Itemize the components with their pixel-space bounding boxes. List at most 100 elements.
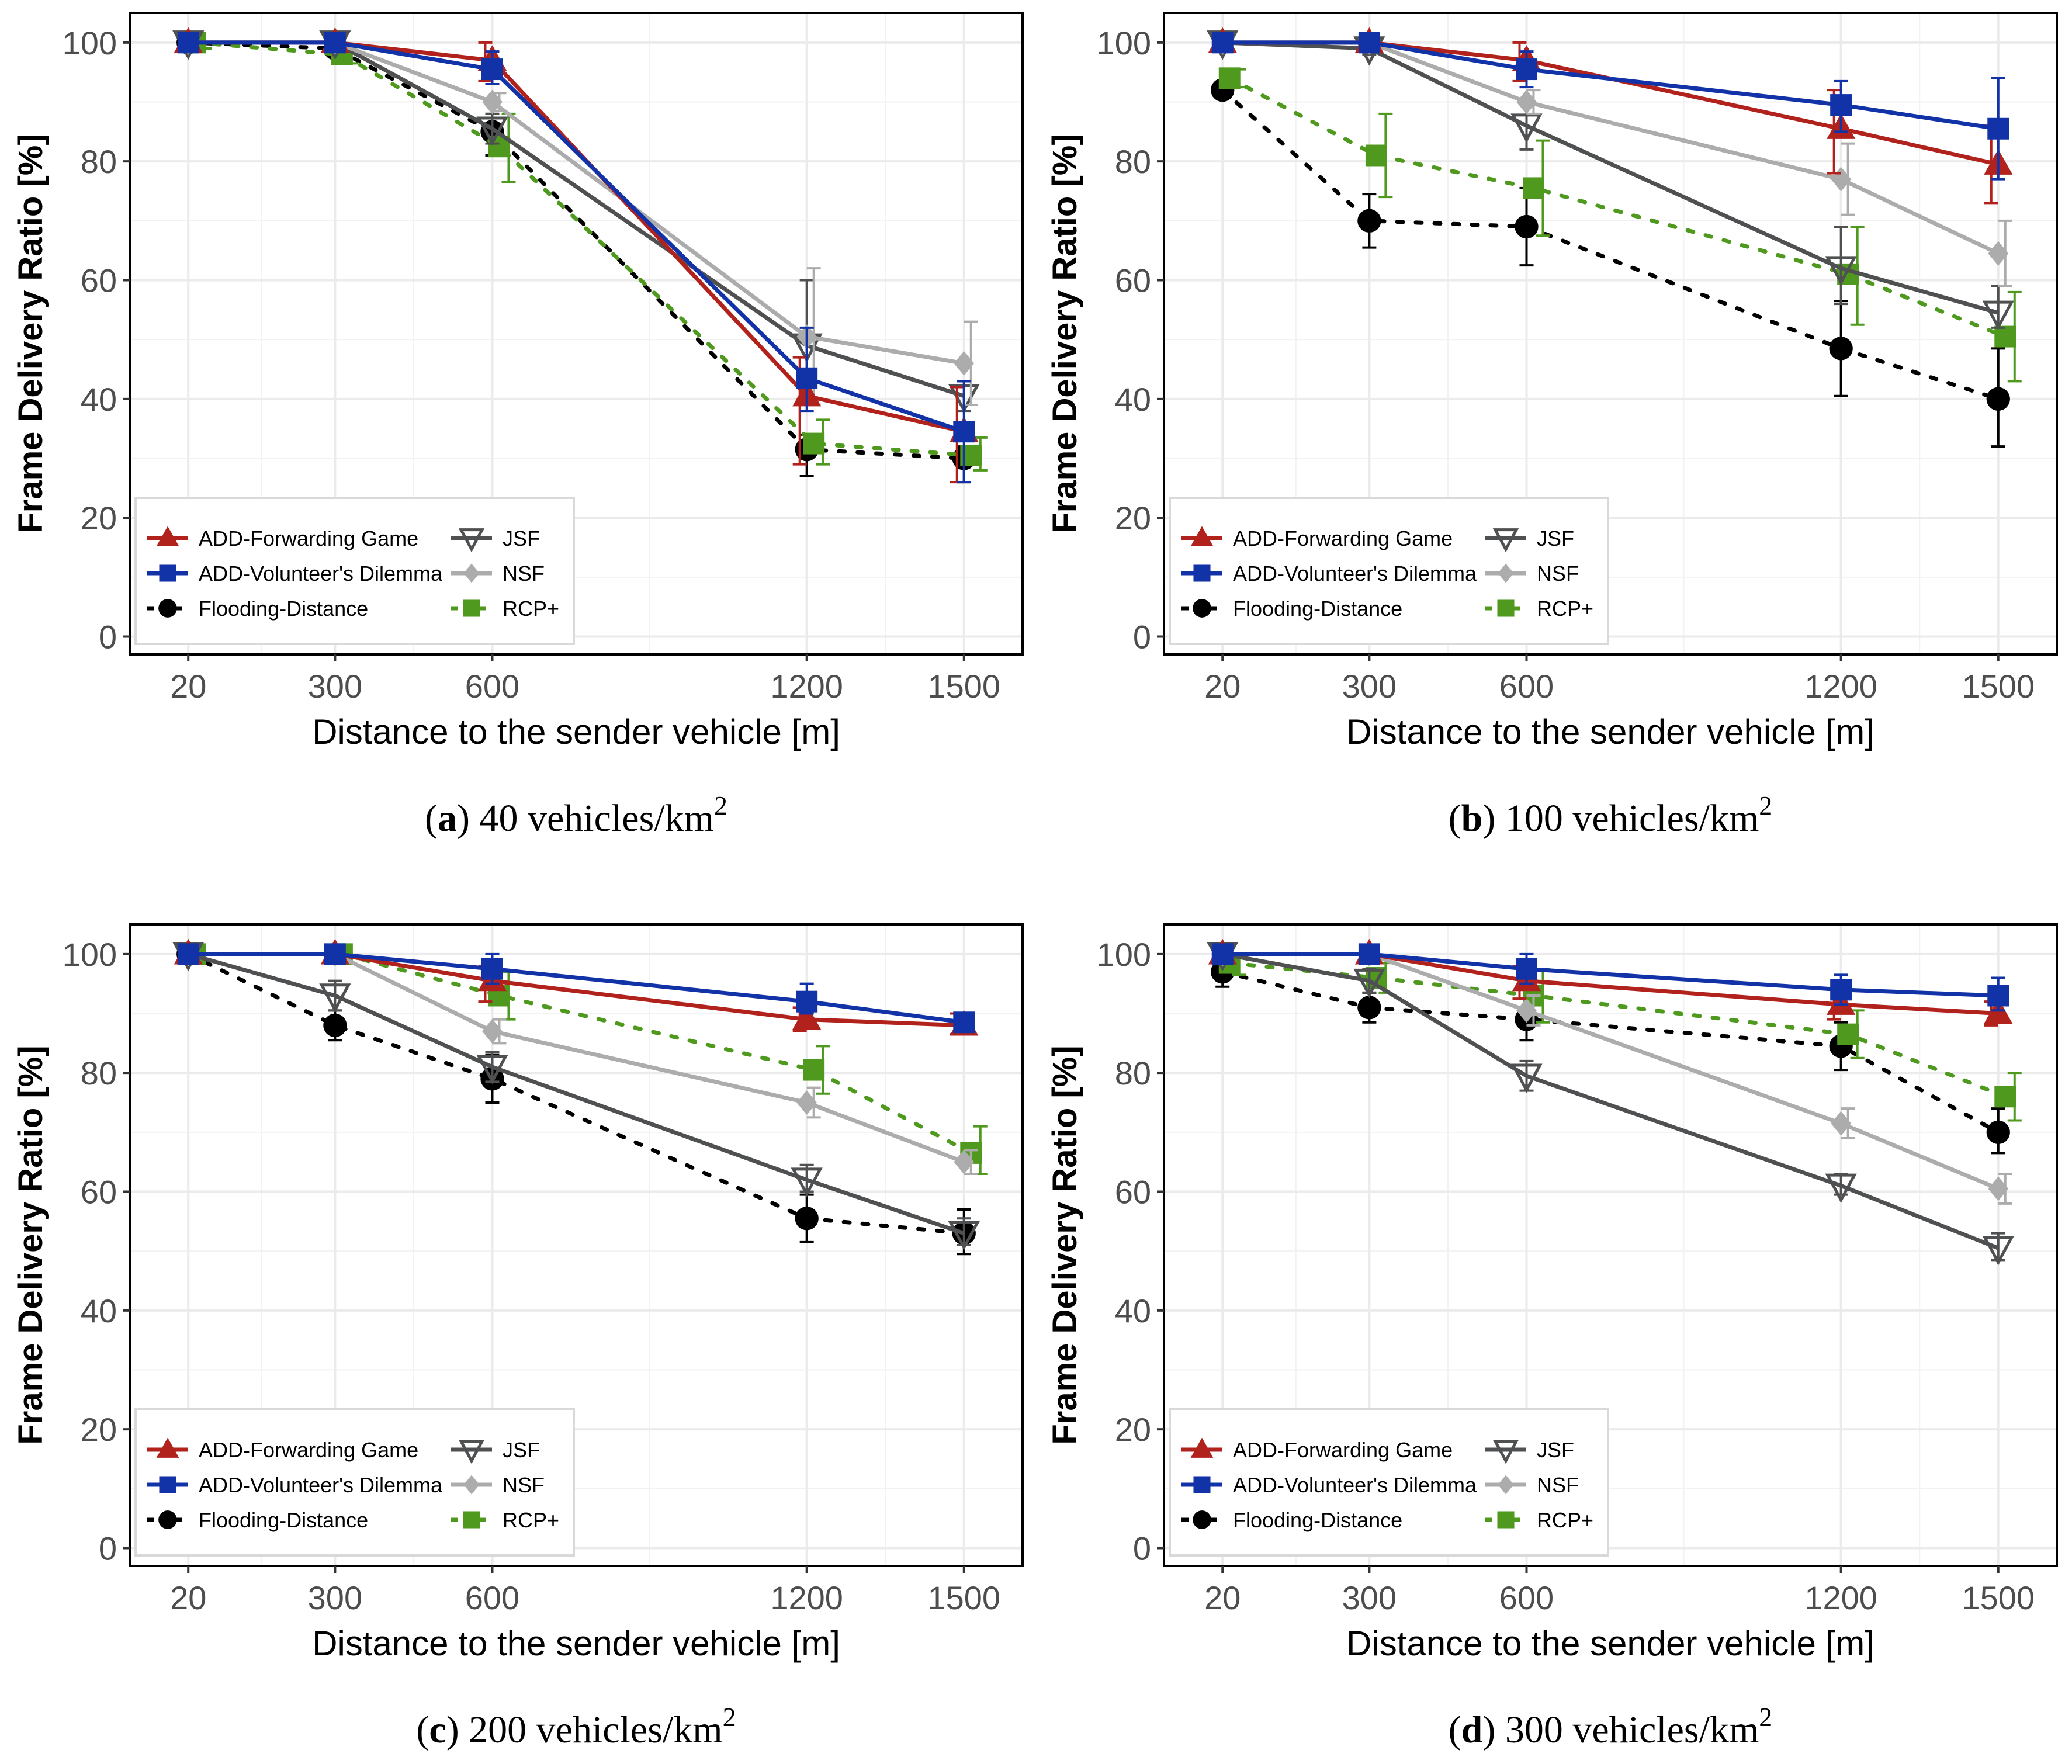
data-point	[792, 1004, 822, 1030]
caption-label: d	[1461, 1708, 1483, 1751]
caption-open: (	[416, 1708, 429, 1751]
data-point	[1358, 32, 1380, 54]
y-tick-label: 0	[99, 1530, 117, 1567]
data-point	[1982, 1236, 2014, 1266]
data-point	[791, 1167, 823, 1197]
data-point	[1825, 256, 1857, 286]
caption-close: )	[457, 797, 479, 840]
caption-text: 100 vehicles/km	[1505, 797, 1759, 840]
caption-text: 40 vehicles/km	[480, 797, 714, 840]
legend-label: Flooding-Distance	[1233, 1508, 1402, 1532]
caption-superscript: 2	[1759, 791, 1772, 820]
data-point	[1994, 1086, 2016, 1108]
legend-key-marker	[1193, 1510, 1211, 1529]
legend: ADD-Forwarding Game ADD-Volunteer's Dilem…	[134, 1408, 575, 1557]
caption-label: a	[438, 797, 457, 840]
x-tick-label: 1200	[1804, 1579, 1877, 1616]
y-tick-label: 20	[1115, 1411, 1151, 1448]
data-point	[1357, 996, 1381, 1020]
data-point	[482, 1019, 503, 1044]
x-axis: 20 300 600 1200 1500	[1204, 654, 2035, 705]
x-axis: 20 300 600 1200 1500	[170, 1566, 1000, 1616]
legend-key-marker	[1498, 563, 1514, 583]
x-axis-title: Distance to the sender vehicle [m]	[312, 712, 840, 751]
data-point	[1211, 943, 1234, 965]
legend-label: ADD-Forwarding Game	[199, 526, 418, 550]
legend-item-jsf: JSF	[1485, 526, 1574, 553]
legend-label: JSF	[1537, 526, 1574, 550]
legend-key-marker	[1498, 1475, 1514, 1495]
legend-key-marker	[1492, 1440, 1519, 1464]
data-point	[323, 1013, 347, 1037]
legend-key-marker	[156, 526, 179, 546]
series-add-volunteer-s-dilemma	[1211, 943, 2009, 1012]
legend-label: JSF	[503, 526, 540, 550]
caption-superscript: 2	[723, 1702, 736, 1732]
y-tick-label: 20	[81, 1411, 117, 1448]
legend-label: ADD-Volunteer's Dilemma	[1233, 562, 1477, 585]
legend-item-flooding-distance: Flooding-Distance	[147, 597, 368, 621]
caption-text: 200 vehicles/km	[469, 1708, 722, 1751]
y-axis-title: Frame Delivery Ratio [%]	[1046, 134, 1084, 533]
data-point	[954, 1149, 975, 1174]
legend-item-nsf: NSF	[451, 562, 545, 585]
data-point	[796, 367, 818, 389]
caption-open: (	[425, 797, 438, 840]
data-point	[1825, 1173, 1857, 1203]
x-tick-label: 600	[465, 1579, 519, 1616]
panel-b: 0 20 40 60 80 100 20 300 600 1200 1500 Distance to …	[1046, 12, 2058, 840]
data-point	[1516, 58, 1537, 81]
legend-label: RCP+	[503, 1508, 559, 1532]
data-point	[1358, 943, 1380, 965]
panel-caption: (c) 200 vehicles/km2	[416, 1702, 736, 1751]
y-axis: 0 20 40 60 80 100	[1097, 25, 1164, 656]
y-tick-label: 60	[81, 262, 117, 299]
legend-key-marker	[458, 528, 485, 553]
x-tick-label: 300	[308, 1579, 362, 1616]
y-tick-label: 20	[1115, 500, 1151, 536]
legend-item-rcp: RCP+	[1485, 1508, 1593, 1532]
series-line	[1227, 76, 2008, 339]
data-point	[1516, 958, 1537, 980]
panel-c: 0 20 40 60 80 100 20 300 600 1200 1500 Distance to …	[12, 923, 1024, 1751]
legend-label: NSF	[503, 1473, 545, 1497]
legend-label: NSF	[1537, 562, 1579, 585]
legend-key-marker	[1193, 564, 1211, 582]
caption-open: (	[1449, 1708, 1461, 1751]
y-tick-label: 100	[1097, 936, 1151, 973]
legend-key-marker	[1497, 599, 1515, 617]
data-point	[481, 958, 503, 980]
caption-label: b	[1461, 797, 1483, 840]
data-point	[476, 1055, 508, 1084]
data-point	[1218, 67, 1241, 89]
y-axis: 0 20 40 60 80 100	[1097, 936, 1164, 1567]
data-point	[1831, 1111, 1852, 1136]
x-axis: 20 300 600 1200 1500	[170, 654, 1000, 705]
panel-a: 0 20 40 60 80 100 20 300 600 1200 1500 Distance to …	[12, 12, 1024, 840]
data-point	[1837, 1023, 1859, 1045]
y-tick-label: 100	[63, 936, 117, 973]
x-tick-label: 1200	[1804, 668, 1877, 705]
legend-key-marker	[463, 563, 480, 583]
x-tick-label: 300	[308, 668, 362, 705]
legend: ADD-Forwarding Game ADD-Volunteer's Dilem…	[134, 497, 575, 645]
error-bar	[1834, 226, 1848, 306]
x-tick-label: 600	[465, 668, 519, 705]
legend-item-flooding-distance: Flooding-Distance	[1181, 1508, 1402, 1532]
legend-item-add-forwarding-game: ADD-Forwarding Game	[147, 526, 418, 550]
legend-key-marker	[1190, 526, 1214, 546]
data-point	[1830, 979, 1852, 1001]
y-tick-label: 0	[1133, 619, 1151, 656]
x-tick-label: 1500	[1962, 1579, 2035, 1616]
legend-label: ADD-Volunteer's Dilemma	[199, 1473, 443, 1497]
data-point	[177, 943, 199, 965]
y-tick-label: 60	[1115, 262, 1151, 299]
legend-box	[134, 497, 575, 645]
caption-superscript: 2	[714, 791, 727, 820]
data-point	[953, 421, 975, 443]
x-tick-label: 600	[1499, 668, 1554, 705]
data-point	[1515, 214, 1539, 239]
y-tick-label: 40	[1115, 1292, 1151, 1329]
grid	[130, 13, 1023, 654]
x-axis-title: Distance to the sender vehicle [m]	[312, 1624, 840, 1663]
